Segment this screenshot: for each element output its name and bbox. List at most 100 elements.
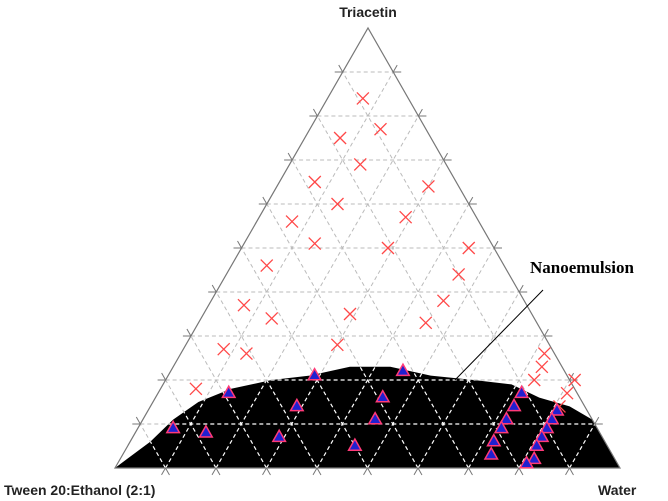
tick-mark (186, 328, 192, 337)
x-point (535, 360, 549, 374)
triangle-point (498, 411, 515, 425)
tick-mark (514, 467, 520, 476)
x-point (343, 307, 357, 321)
corner-label-right: Water (598, 482, 637, 498)
tick-mark (287, 152, 293, 161)
tick-mark (312, 467, 318, 476)
triangle-point (367, 411, 383, 425)
tick-mark (266, 467, 271, 476)
triangle-point (549, 402, 565, 416)
triangle-point (544, 411, 560, 425)
grid-line (316, 115, 520, 469)
triangle-point (375, 389, 391, 403)
tick-mark (518, 467, 524, 476)
grid-line-inside (366, 366, 495, 468)
grid-line-inside (240, 366, 369, 468)
x-point (537, 347, 551, 361)
tick-mark (594, 416, 600, 425)
tick-mark (569, 467, 574, 476)
tick-mark (443, 152, 449, 161)
tick-mark (262, 196, 268, 205)
x-point (265, 311, 279, 325)
triangle-point (493, 419, 509, 434)
tick-mark (165, 467, 170, 476)
tick-mark (392, 64, 398, 73)
triangle-point (506, 397, 522, 412)
x-point (527, 373, 541, 387)
x-point (452, 267, 466, 281)
triangle-point (526, 450, 542, 465)
tick-mark (468, 467, 473, 476)
x-point (462, 241, 476, 255)
triangle-point (518, 455, 535, 469)
triangle-point (198, 424, 214, 438)
x-point (356, 91, 370, 105)
tick-mark (565, 467, 570, 476)
grid-line-inside (291, 366, 470, 468)
marks (165, 91, 582, 469)
x-point (374, 122, 387, 136)
x-point (217, 342, 231, 356)
x-point (189, 382, 203, 396)
x-point (260, 259, 274, 273)
triangle-point (347, 437, 363, 451)
triangle-frame (113, 26, 622, 469)
x-point (237, 298, 251, 312)
triangle-point (289, 397, 305, 412)
triangle-point (514, 384, 530, 399)
grid-line (342, 71, 570, 469)
corner-label-left: Tween 20:Ethanol (2:1) (4, 482, 155, 498)
triangle-point (221, 384, 237, 399)
x-point (419, 316, 433, 330)
annotation-leader (454, 289, 544, 381)
triangle-point (486, 433, 502, 447)
triangle-point (271, 428, 287, 443)
grid-line (165, 71, 394, 469)
corner-label-top: Triacetin (339, 4, 397, 20)
grid-line (215, 291, 318, 469)
tick-mark (417, 467, 423, 476)
tick-mark (316, 467, 322, 476)
triangle-point (529, 437, 545, 451)
tick-mark (215, 467, 221, 476)
tick-mark (493, 240, 499, 249)
x-point (285, 215, 299, 229)
x-point (560, 386, 574, 400)
triangle-point (534, 428, 550, 443)
grid-line (190, 335, 267, 469)
grid-line-inside (265, 366, 445, 468)
tick-mark (363, 467, 368, 476)
tick-mark (543, 328, 549, 337)
x-point (308, 237, 322, 251)
x-point (353, 157, 367, 171)
x-point (239, 347, 253, 361)
tick-mark (161, 467, 166, 476)
tick-mark (262, 467, 267, 476)
grid-line-inside (417, 366, 520, 468)
tick-mark (312, 108, 318, 117)
triangle-point (539, 419, 555, 434)
x-point (399, 210, 413, 224)
x-point (308, 175, 322, 189)
tick-mark (518, 284, 524, 293)
x-point (331, 197, 344, 211)
tick-mark (161, 372, 167, 381)
tick-mark (464, 467, 469, 476)
x-point (330, 338, 344, 352)
x-point (568, 373, 582, 387)
tick-mark (237, 240, 242, 249)
triangle-point (165, 419, 181, 434)
grid-line (468, 335, 545, 469)
tick-mark (367, 467, 372, 476)
x-point (436, 294, 450, 308)
tick-mark (413, 467, 419, 476)
tick-mark (211, 467, 217, 476)
tick-mark (135, 416, 141, 425)
triangle-point (306, 367, 323, 381)
triangle-point (483, 446, 499, 460)
grid-line-inside (568, 423, 596, 468)
annotation: Nanoemulsion (530, 258, 634, 277)
x-point (421, 179, 435, 193)
x-point (333, 131, 347, 145)
